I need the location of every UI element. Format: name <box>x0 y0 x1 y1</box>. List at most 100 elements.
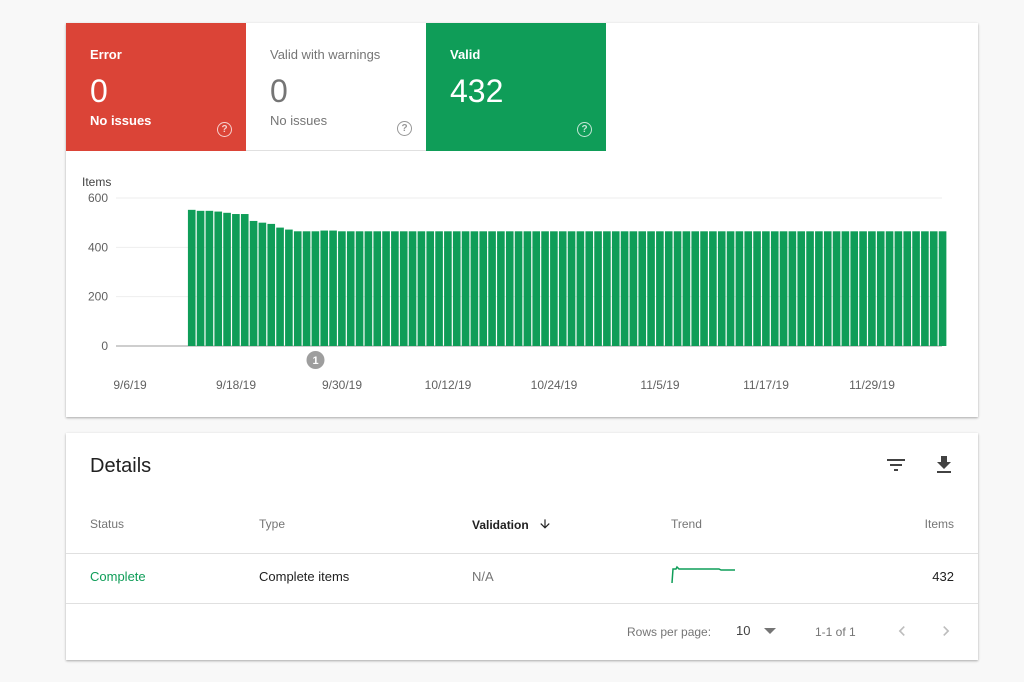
chart-bar[interactable] <box>673 231 682 346</box>
chart-bar[interactable] <box>850 231 859 346</box>
chart-bar[interactable] <box>488 231 496 346</box>
download-icon[interactable] <box>932 453 956 477</box>
column-header-trend[interactable]: Trend <box>671 517 702 531</box>
chart-bar[interactable] <box>788 231 797 346</box>
chart-bar[interactable] <box>823 231 832 346</box>
chart-bar[interactable] <box>329 230 337 346</box>
valid-tile[interactable]: Valid 432 ? <box>426 23 606 151</box>
chart-bar[interactable] <box>514 231 523 346</box>
help-icon[interactable]: ? <box>577 122 592 137</box>
chart-bar[interactable] <box>885 231 894 346</box>
chart-bar[interactable] <box>753 231 761 346</box>
column-header-items[interactable]: Items <box>924 517 954 531</box>
chart-bar[interactable] <box>196 210 205 346</box>
chart-bar[interactable] <box>700 231 708 346</box>
chart-bar[interactable] <box>205 210 214 346</box>
warnings-tile[interactable]: Valid with warnings 0 No issues ? <box>246 23 426 151</box>
chart-bar[interactable] <box>497 231 505 346</box>
chart-bar[interactable] <box>859 231 867 346</box>
chart-bar[interactable] <box>717 231 726 346</box>
annotation-marker[interactable] <box>306 351 325 369</box>
chart-bar[interactable] <box>929 231 938 346</box>
chart-bar[interactable] <box>629 231 638 346</box>
chart-bar[interactable] <box>938 231 947 346</box>
chart-bar[interactable] <box>338 231 346 346</box>
chart-bar[interactable] <box>240 214 249 346</box>
next-page-button[interactable] <box>936 621 956 641</box>
chart-bar[interactable] <box>293 231 302 346</box>
chart-bar[interactable] <box>638 231 647 346</box>
filter-icon[interactable] <box>884 453 908 477</box>
chart-bar[interactable] <box>541 231 549 346</box>
chart-bar[interactable] <box>656 231 664 346</box>
chart-bar[interactable] <box>373 231 382 346</box>
chart-bar[interactable] <box>832 231 841 346</box>
chart-bar[interactable] <box>558 231 567 346</box>
chart-bar[interactable] <box>408 231 417 346</box>
chart-bar[interactable] <box>868 231 876 346</box>
chart-bar[interactable] <box>523 231 532 346</box>
chart-bar[interactable] <box>391 231 399 346</box>
chart-bar[interactable] <box>620 231 629 346</box>
chart-bar[interactable] <box>214 211 223 346</box>
chart-bar[interactable] <box>346 231 355 346</box>
chart-bar[interactable] <box>223 212 231 346</box>
chart-bar[interactable] <box>912 231 920 346</box>
chart-bar[interactable] <box>611 231 620 346</box>
prev-page-button[interactable] <box>892 621 912 641</box>
chart-bar[interactable] <box>249 220 258 346</box>
chart-bar[interactable] <box>302 231 311 346</box>
column-header-status[interactable]: Status <box>90 517 125 531</box>
chart-bar[interactable] <box>921 231 929 346</box>
chart-bar[interactable] <box>311 231 320 346</box>
chart-bar[interactable] <box>585 231 594 346</box>
chart-bar[interactable] <box>444 231 452 346</box>
chart-bar[interactable] <box>470 231 479 346</box>
chart-bar[interactable] <box>876 231 885 346</box>
chart-bar[interactable] <box>550 231 558 346</box>
chart-bar[interactable] <box>594 231 602 346</box>
chart-bar[interactable] <box>797 231 806 346</box>
chart-bar[interactable] <box>691 231 700 346</box>
chart-bar[interactable] <box>320 230 329 346</box>
chart-bar[interactable] <box>505 231 514 346</box>
chart-bar[interactable] <box>267 223 276 346</box>
chart-bar[interactable] <box>382 231 390 346</box>
rows-per-page-select[interactable]: 10 <box>736 621 780 641</box>
chart-bar[interactable] <box>841 231 850 346</box>
chart-bar[interactable] <box>894 231 903 346</box>
chart-bar[interactable] <box>576 231 585 346</box>
chart-bar[interactable] <box>187 209 196 346</box>
chart-bar[interactable] <box>567 231 576 346</box>
chart-bar[interactable] <box>779 231 788 346</box>
chart-bar[interactable] <box>276 227 284 346</box>
chart-bar[interactable] <box>806 231 814 346</box>
chart-bar[interactable] <box>232 214 240 346</box>
chart-bar[interactable] <box>664 231 673 346</box>
chart-bar[interactable] <box>726 231 735 346</box>
help-icon[interactable]: ? <box>217 122 232 137</box>
chart-bar[interactable] <box>364 231 373 346</box>
error-tile[interactable]: Error 0 No issues ? <box>66 23 246 151</box>
chart-bar[interactable] <box>770 231 779 346</box>
chart-bar[interactable] <box>426 231 435 346</box>
chart-bar[interactable] <box>532 231 541 346</box>
help-icon[interactable]: ? <box>397 121 412 136</box>
chart-bar[interactable] <box>417 231 426 346</box>
chart-bar[interactable] <box>479 231 488 346</box>
chart-bar[interactable] <box>903 231 912 346</box>
chart-bar[interactable] <box>762 231 770 346</box>
chart-bar[interactable] <box>603 231 611 346</box>
chart-bar[interactable] <box>452 231 461 346</box>
column-header-validation[interactable]: Validation <box>472 517 552 532</box>
chart-bar[interactable] <box>285 229 293 346</box>
chart-bar[interactable] <box>355 231 364 346</box>
chart-bar[interactable] <box>735 231 744 346</box>
chart-bar[interactable] <box>399 231 408 346</box>
chart-bar[interactable] <box>744 231 753 346</box>
chart-bar[interactable] <box>647 231 655 346</box>
chart-bar[interactable] <box>815 231 823 346</box>
chart-bar[interactable] <box>461 231 470 346</box>
chart-bar[interactable] <box>682 231 691 346</box>
column-header-type[interactable]: Type <box>259 517 286 531</box>
